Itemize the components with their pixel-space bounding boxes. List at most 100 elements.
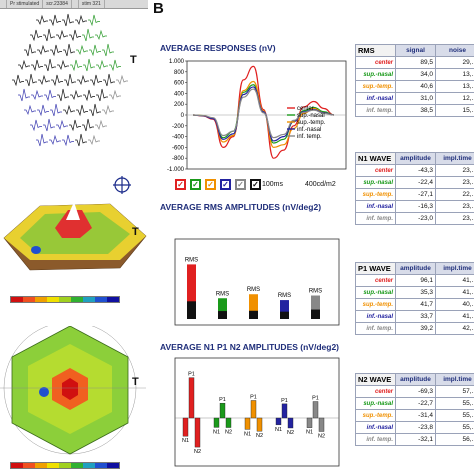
wave-bar <box>194 417 201 448</box>
mferg-trace <box>38 74 50 86</box>
row-value: 40,6 <box>395 80 436 93</box>
noise-bar <box>249 310 258 319</box>
wave-label: N1 <box>275 427 282 433</box>
mferg-trace <box>76 44 88 56</box>
n1-wave-table: N1 WAVE amplitude impl.time center -43,3 23,.… <box>355 152 474 225</box>
colorbar-segment <box>35 297 47 302</box>
mferg-trace <box>56 119 68 131</box>
table-header: N2 WAVE <box>355 373 396 386</box>
row-label: sup.-nasal <box>355 176 396 189</box>
colorbar-segment <box>107 297 119 302</box>
mferg-trace <box>49 14 61 27</box>
row-value: 35,3 <box>395 286 436 299</box>
mferg-trace <box>102 104 114 116</box>
mferg-trace <box>43 118 55 132</box>
table-header: RMS <box>355 44 396 57</box>
topographic-map <box>0 326 146 455</box>
wave-bar <box>182 417 189 437</box>
mferg-trace <box>24 104 36 116</box>
row-label: sup.-temp. <box>355 80 396 93</box>
rms-bar <box>311 295 320 319</box>
column-header: noise <box>435 44 474 57</box>
mferg-trace <box>70 59 82 72</box>
row-value: 41,... <box>435 310 474 323</box>
column-header: impl.time <box>435 373 474 386</box>
mferg-trace <box>69 119 81 132</box>
wave-bar <box>281 403 288 419</box>
mferg-trace <box>50 44 62 57</box>
row-value: 12,... <box>435 92 474 105</box>
surface-apex <box>66 202 80 220</box>
avg-n1p1n2-chart: N1 P1 N2 N1 P1 N2 N1 P1 N2 N1 P1 N2 N1 P1 N2 <box>174 357 340 467</box>
row-value: 40,... <box>435 298 474 311</box>
toggle-inf-temp-checkbox[interactable]: ✓ <box>235 179 246 190</box>
row-label: sup.-nasal <box>355 286 396 299</box>
toggle-sup-nasal-checkbox[interactable]: ✓ <box>190 179 201 190</box>
wave-label: P1 <box>281 398 288 404</box>
series-toggle-bar: ✓ ✓ ✓ ✓ ✓ ✓ <box>173 178 339 192</box>
row-value: -23,0 <box>395 212 436 225</box>
mferg-trace <box>62 13 74 27</box>
hex-blindspot <box>39 387 49 397</box>
colorbar-segment <box>35 463 47 468</box>
row-value: 22,... <box>435 188 474 201</box>
row-value: -22,7 <box>395 397 436 410</box>
colorbar-segment <box>107 463 119 468</box>
toggle-all-checkbox[interactable]: ✓ <box>250 179 261 190</box>
mferg-trace <box>70 89 82 101</box>
row-value: 23,... <box>435 176 474 189</box>
hex-center <box>62 378 78 400</box>
mferg-trace <box>75 14 87 26</box>
row-label: sup.-temp. <box>355 188 396 201</box>
wave-bar <box>287 417 294 429</box>
wave-label: N1 <box>182 438 189 444</box>
mferg-trace <box>63 104 75 116</box>
row-label: inf. temp. <box>355 322 396 335</box>
mferg-trace <box>30 119 42 132</box>
n2-wave-table: N2 WAVE amplitude impl.time center -69,3 57,.… <box>355 373 474 446</box>
stimulus-label: 400cd/m2 <box>305 181 336 188</box>
row-value: 15,... <box>435 104 474 117</box>
mferg-trace <box>89 44 101 57</box>
plot-frame <box>174 357 340 467</box>
toggle-inf-nasal-checkbox[interactable]: ✓ <box>220 179 231 190</box>
series-line-4 <box>192 88 335 139</box>
row-value: 55,... <box>435 409 474 422</box>
colorbar-segment <box>83 297 95 302</box>
mferg-trace <box>44 58 56 72</box>
mferg-trace <box>109 59 121 72</box>
noise-bar <box>218 311 227 319</box>
colorbar-segment <box>59 463 71 468</box>
wave-bar <box>250 400 257 419</box>
colorbar-segment <box>71 297 83 302</box>
mferg-trace <box>89 103 101 117</box>
temporal-marker: T <box>132 376 139 388</box>
legend-label: sup.-temp. <box>297 120 326 126</box>
row-value: -22,4 <box>395 176 436 189</box>
mferg-trace <box>37 44 49 56</box>
toggle-sup-temp-checkbox[interactable]: ✓ <box>205 179 216 190</box>
mferg-trace <box>102 43 114 57</box>
mferg-trace <box>88 134 100 146</box>
mferg-trace <box>88 14 100 27</box>
avg-responses-title: AVERAGE RESPONSES (nV) <box>160 43 276 53</box>
wave-label: N2 <box>256 433 263 439</box>
table-header: P1 WAVE <box>355 262 396 275</box>
row-value: 41,7 <box>395 298 436 311</box>
wave-label: N2 <box>194 449 201 455</box>
mferg-trace <box>75 133 87 147</box>
column-header: signal <box>395 44 436 57</box>
wave-bar <box>225 417 232 428</box>
mferg-toolbar: Pr stimulated scr.23384 stim 321 <box>0 0 148 9</box>
toggle-center-checkbox[interactable]: ✓ <box>175 179 186 190</box>
colorbar-segment <box>83 463 95 468</box>
